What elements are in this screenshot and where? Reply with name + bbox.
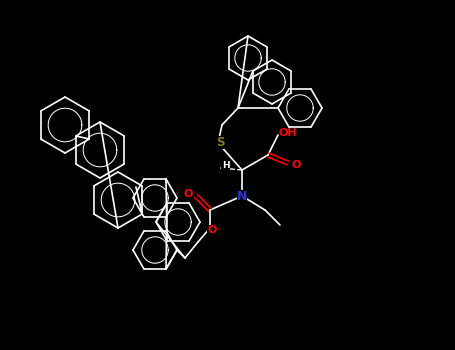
Text: OH: OH (278, 128, 297, 138)
Text: H: H (222, 161, 230, 169)
Text: N: N (237, 189, 247, 203)
Text: S: S (216, 135, 224, 148)
Text: O: O (183, 189, 192, 199)
Text: O: O (207, 225, 217, 235)
Text: O: O (291, 160, 301, 170)
